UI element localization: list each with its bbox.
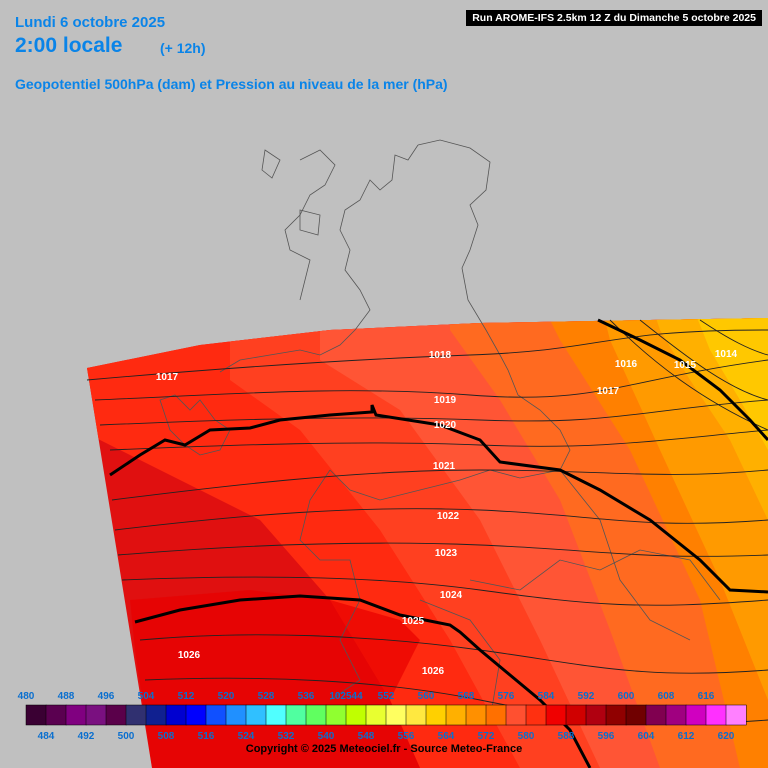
isobar-labels: 1014 1015 1016 1017 1017 1018 1019 1020 …	[156, 349, 738, 677]
legend-tick-label: 564	[437, 731, 455, 742]
legend-tick-label: 588	[557, 731, 575, 742]
legend-tick-label: 492	[77, 731, 95, 742]
legend-tick-label: 488	[57, 691, 75, 702]
legend-tick-label: 592	[577, 691, 595, 702]
forecast-date: Lundi 6 octobre 2025	[15, 14, 166, 31]
legend-tick-label: 512	[177, 691, 195, 702]
legend-tick-label: 560	[417, 691, 435, 702]
color-scale-bar	[25, 704, 747, 726]
legend-tick-label: 620	[717, 731, 735, 742]
legend-tick-label: 556	[397, 731, 415, 742]
copyright: Copyright © 2025 Meteociel.fr - Source M…	[245, 743, 523, 755]
legend-tick-label: 532	[277, 731, 295, 742]
isobar-label: 1019	[434, 395, 457, 406]
isobar-label: 1022	[437, 511, 460, 522]
isobar-label: 1016	[615, 359, 638, 370]
legend-tick-label: 552	[377, 691, 395, 702]
legend-tick-label: 520	[217, 691, 235, 702]
legend-tick-label: 584	[537, 691, 555, 702]
legend-tick-label: 604	[637, 731, 655, 742]
isobar-label: 1026	[422, 666, 445, 677]
color-legend: 480 488 496 504 512 520 528 536 102544 552 560 568 5…	[0, 690, 768, 768]
isobar-label: 1014	[715, 349, 738, 360]
legend-tick-label: 508	[157, 731, 175, 742]
legend-tick-label: 504	[137, 691, 155, 702]
isobar-label: 1023	[435, 548, 458, 559]
legend-tick-label: 608	[657, 691, 675, 702]
legend-tick-label: 540	[317, 731, 335, 742]
isobar-label: 1015	[674, 360, 697, 371]
legend-tick-label: 496	[97, 691, 115, 702]
legend-tick-label: 528	[257, 691, 275, 702]
legend-tick-label: 500	[117, 731, 135, 742]
isobar-label: 1021	[433, 461, 456, 472]
legend-tick-label: 548	[357, 731, 375, 742]
isobar-label: 1017	[156, 372, 179, 383]
isobar-label: 1017	[597, 386, 620, 397]
legend-tick-label: 612	[677, 731, 695, 742]
legend-tick-label: 480	[17, 691, 35, 702]
legend-tick-label: 102544	[329, 691, 363, 702]
map-parameter: Geopotentiel 500hPa (dam) et Pression au…	[15, 76, 448, 92]
legend-tick-label: 600	[617, 691, 635, 702]
legend-tick-label: 596	[597, 731, 615, 742]
legend-tick-label: 572	[477, 731, 495, 742]
legend-tick-label: 484	[37, 731, 55, 742]
isobar-label: 1020	[434, 420, 457, 431]
legend-tick-label: 576	[497, 691, 515, 702]
legend-tick-label: 616	[697, 691, 715, 702]
geopotential-contours	[109, 318, 768, 768]
isobar-label: 1026	[178, 650, 201, 661]
legend-tick-label: 580	[517, 731, 535, 742]
lead-time: (+ 12h)	[160, 40, 206, 56]
isobar-label: 1025	[402, 616, 425, 627]
model-run-badge: Run AROME-IFS 2.5km 12 Z du Dimanche 5 o…	[466, 10, 762, 26]
forecast-time: 2:00 locale	[15, 34, 123, 57]
legend-tick-label: 536	[297, 691, 315, 702]
legend-swatch	[725, 704, 747, 726]
isobar-lines	[86, 319, 768, 725]
legend-tick-label: 568	[457, 691, 475, 702]
legend-tick-label: 524	[237, 731, 255, 742]
isobar-label: 1018	[429, 350, 452, 361]
geopotential-field	[87, 318, 768, 768]
isobar-label: 1024	[440, 590, 463, 601]
legend-tick-label: 516	[197, 731, 215, 742]
